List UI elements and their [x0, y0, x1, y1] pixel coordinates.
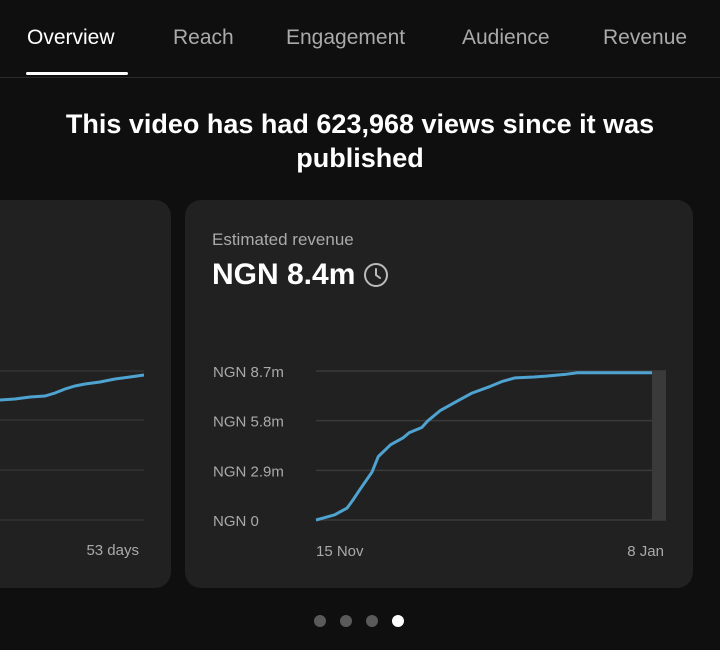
revenue-card[interactable]: Estimated revenue NGN 8.4m [185, 200, 693, 588]
clock-icon [364, 263, 389, 287]
tab-reach[interactable]: Reach [173, 26, 234, 49]
x-tick-label: 53 days [86, 542, 139, 559]
previous-card[interactable]: 53 days [0, 200, 171, 588]
tab-audience[interactable]: Audience [462, 26, 550, 49]
carousel-dot-3[interactable] [366, 615, 378, 627]
card-title: Estimated revenue [212, 230, 354, 249]
tab-bar: Overview Reach Engagement Audience Reven… [0, 0, 720, 78]
previous-card-line [0, 373, 145, 402]
page-headline: This video has had 623,968 views since i… [65, 109, 655, 173]
tab-engagement[interactable]: Engagement [286, 26, 406, 49]
revenue-value: NGN 8.4m [212, 258, 356, 291]
previous-card-chart: 53 days [0, 370, 145, 559]
carousel-dot-4[interactable] [392, 615, 404, 627]
active-tab-indicator [26, 72, 128, 75]
carousel-dot-1[interactable] [314, 615, 326, 627]
carousel-dot-2[interactable] [340, 615, 352, 627]
tab-revenue[interactable]: Revenue [603, 26, 688, 49]
tab-overview[interactable]: Overview [27, 26, 115, 49]
